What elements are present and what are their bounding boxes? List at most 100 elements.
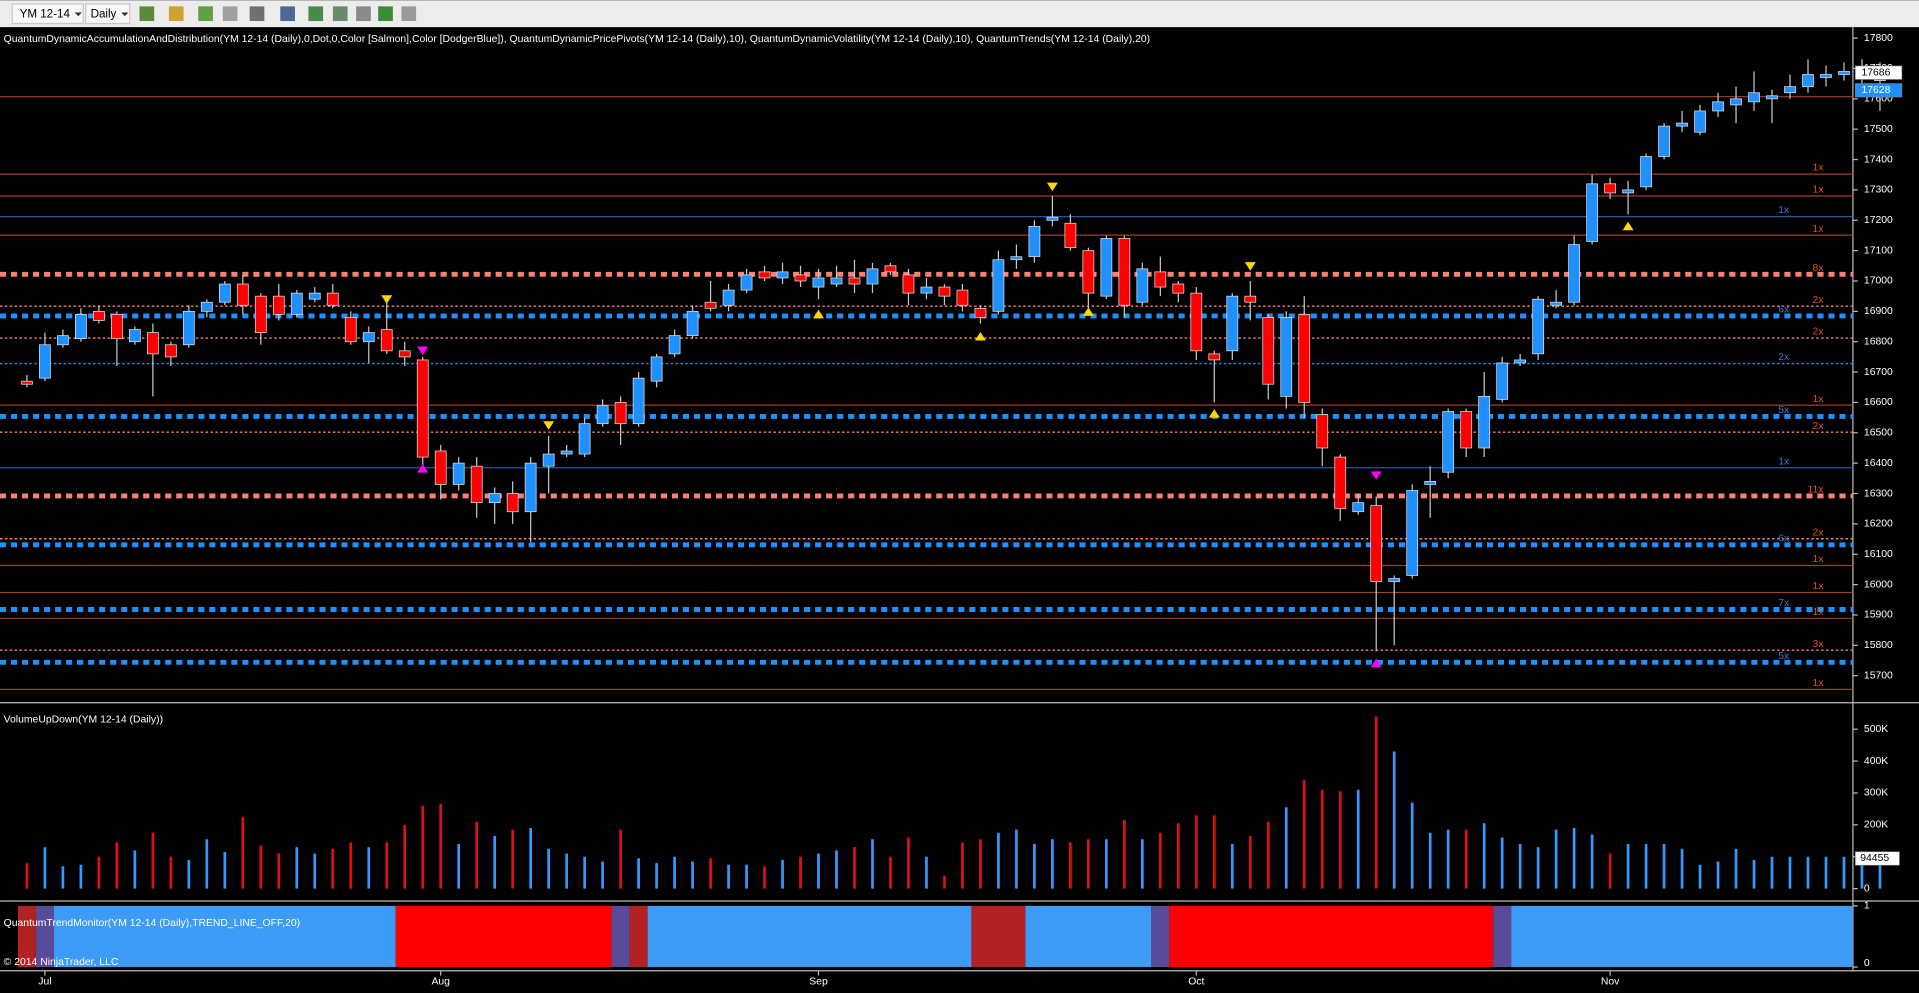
- level-label: 2x: [1813, 527, 1825, 538]
- trend-segment: [395, 905, 612, 968]
- candle-body: [1658, 125, 1670, 157]
- y-tick-label: 0: [1864, 883, 1870, 894]
- candle-body: [39, 344, 51, 379]
- volume-bar: [115, 842, 119, 889]
- strategies-button[interactable]: [332, 6, 348, 22]
- draw-tool-button[interactable]: [168, 6, 184, 22]
- volume-bar: [1338, 791, 1342, 889]
- volume-bar: [1590, 834, 1594, 889]
- period-dropdown[interactable]: [85, 3, 131, 25]
- candle-body: [794, 274, 807, 282]
- candle-body: [146, 332, 159, 355]
- price-panel-title: QuantumDynamicAccumulationAndDistributio…: [4, 34, 1150, 45]
- volume-bar: [421, 805, 425, 889]
- volume-bar: [187, 859, 191, 889]
- volume-bar: [817, 853, 820, 889]
- candle-body: [668, 335, 681, 355]
- level-label: 2x: [1778, 352, 1790, 363]
- period[interactable]: Daily: [91, 7, 117, 20]
- candle-body: [1568, 244, 1580, 303]
- volume-panel-title: VolumeUpDown(YM 12-14 (Daily)): [4, 715, 163, 726]
- candle-body: [650, 356, 663, 382]
- candle-body: [614, 402, 627, 425]
- volume-bar: [943, 875, 946, 889]
- volume-bar: [223, 851, 227, 889]
- candle-body: [1298, 314, 1311, 403]
- level-label: 2x: [1813, 327, 1825, 338]
- candle-body: [560, 450, 573, 455]
- volume-bar: [457, 843, 461, 889]
- candle-body: [200, 301, 213, 312]
- candle-body: [1478, 395, 1491, 449]
- level-label: 1x: [1813, 554, 1825, 565]
- cursor-button[interactable]: [249, 6, 265, 22]
- y-tick-label: 16800: [1864, 336, 1893, 347]
- candle-body: [1748, 92, 1760, 103]
- volume-bar: [1284, 807, 1288, 889]
- price-marker-label: 17628: [1861, 85, 1890, 96]
- candle-body: [128, 329, 141, 343]
- candle-body: [902, 274, 915, 294]
- volume-bar: [385, 842, 389, 889]
- properties-button[interactable]: [356, 6, 371, 22]
- y-tick-label: 17300: [1864, 185, 1893, 196]
- volume-bar: [367, 847, 371, 889]
- volume-bar: [1464, 829, 1468, 889]
- candle-body: [1244, 295, 1257, 303]
- dropdown-arrow[interactable]: [121, 12, 129, 17]
- pivot-marker: [1370, 471, 1382, 480]
- candle-body: [182, 310, 195, 346]
- price-marker: [1855, 83, 1903, 98]
- volume-bar: [331, 848, 335, 889]
- dropdown-arrow[interactable]: [74, 12, 82, 17]
- candle-body: [866, 268, 879, 285]
- volume-bar: [691, 861, 694, 889]
- volume-bar: [403, 824, 407, 889]
- candle-body: [1406, 490, 1419, 576]
- level-label: 1x: [1813, 224, 1825, 235]
- volume-bar: [1212, 815, 1216, 889]
- volume-bar: [781, 859, 784, 889]
- volume-bar: [169, 856, 173, 889]
- zoom-in-button[interactable]: [198, 6, 213, 22]
- trend-segment: [1025, 905, 1152, 968]
- chart-style-button[interactable]: [139, 6, 155, 22]
- volume-bar: [619, 829, 622, 889]
- volume-bar: [295, 847, 299, 889]
- y-tick-label: 16200: [1864, 519, 1893, 530]
- volume-bar: [511, 829, 515, 889]
- instrument-dropdown[interactable]: [11, 3, 84, 25]
- volume-bar: [1033, 843, 1036, 889]
- order-button[interactable]: [378, 6, 393, 22]
- y-tick-label: 15900: [1864, 610, 1893, 621]
- y-tick-label: 16500: [1864, 428, 1893, 439]
- price-marker-label: 17686: [1861, 67, 1890, 78]
- candle-body: [1316, 414, 1329, 449]
- candle-body: [1172, 283, 1185, 294]
- candle-body: [1496, 362, 1509, 400]
- volume-bar: [1176, 823, 1180, 889]
- volume-bar: [529, 828, 533, 889]
- volume-marker: [1855, 851, 1900, 866]
- candle-body: [848, 277, 861, 285]
- candle-body: [1604, 183, 1616, 194]
- zoom-out-button[interactable]: [222, 6, 238, 22]
- instrument[interactable]: YM 12-14: [20, 7, 71, 20]
- y-tick-label: 16300: [1864, 488, 1893, 499]
- indicators-button[interactable]: [308, 6, 324, 22]
- settings-button[interactable]: [401, 6, 417, 22]
- volume-bar: [313, 853, 317, 889]
- level-label: 3x: [1813, 639, 1825, 650]
- volume-bar: [1572, 828, 1576, 889]
- candle-body: [416, 359, 429, 458]
- volume-bar: [1626, 843, 1630, 889]
- trend-segment: [53, 905, 396, 968]
- candle-body: [884, 265, 897, 273]
- volume-bar: [1105, 839, 1108, 889]
- data-box-button[interactable]: [280, 6, 295, 22]
- candle-body: [812, 277, 825, 288]
- y-tick-label: 17800: [1864, 33, 1893, 44]
- candle-body: [704, 301, 717, 309]
- volume-bar: [1770, 856, 1774, 889]
